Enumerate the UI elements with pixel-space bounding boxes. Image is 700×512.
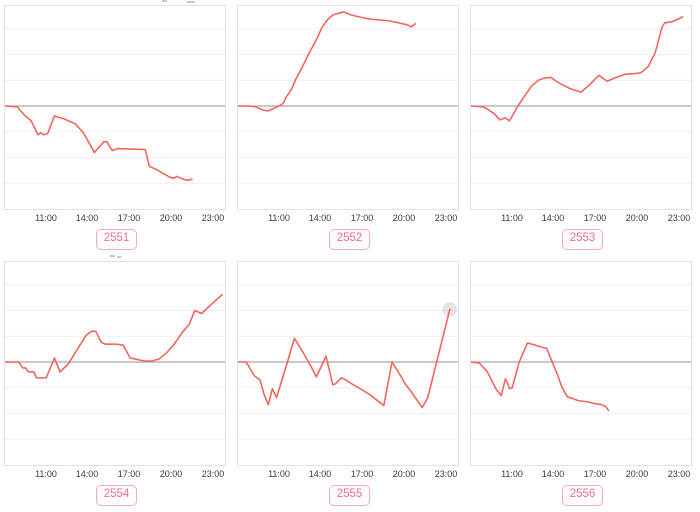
line-chart — [5, 28, 225, 184]
x-tick-label: 17:00 — [583, 213, 607, 223]
stock-code-link[interactable]: 2551 — [95, 229, 138, 250]
x-axis: 11:00 14:00 17:00 20:00 23:00 — [0, 213, 233, 225]
x-tick-label: 23:00 — [667, 469, 691, 479]
chart-cell: 11:00 14:00 17:00 20:00 23:00 2553 — [466, 0, 699, 256]
x-tick-label: 11:00 — [35, 469, 57, 479]
x-tick-label: 20:00 — [625, 469, 649, 479]
x-tick-label: 23:00 — [201, 213, 225, 223]
x-tick-label: 23:00 — [201, 469, 225, 479]
stock-code-link[interactable]: 2552 — [328, 229, 371, 250]
x-tick-label: 23:00 — [434, 213, 458, 223]
cropped-text-fragment — [117, 256, 121, 258]
code-row: 2552 — [233, 228, 466, 250]
code-row: 2553 — [466, 228, 699, 250]
x-axis: 11:00 14:00 17:00 20:00 23:00 — [233, 469, 466, 481]
x-axis: 11:00 14:00 17:00 20:00 23:00 — [233, 213, 466, 225]
code-row: 2556 — [466, 484, 699, 506]
x-tick-label: 14:00 — [75, 469, 99, 479]
x-tick-label: 14:00 — [541, 469, 565, 479]
code-row: 2551 — [0, 228, 233, 250]
line-chart — [471, 284, 691, 440]
line-chart — [238, 11, 458, 184]
x-tick-label: 17:00 — [117, 213, 141, 223]
stock-code-link[interactable]: 2555 — [328, 485, 371, 506]
chart-cell: 11:00 14:00 17:00 20:00 23:00 2556 — [466, 256, 699, 512]
x-tick-label: 11:00 — [501, 469, 523, 479]
x-tick-label: 11:00 — [268, 469, 290, 479]
x-tick-label: 20:00 — [392, 213, 416, 223]
chart-cell: 11:00 14:00 17:00 20:00 23:00 2552 — [233, 0, 466, 256]
x-tick-label: 23:00 — [434, 469, 458, 479]
x-tick-label: 11:00 — [268, 213, 290, 223]
x-tick-label: 23:00 — [667, 213, 691, 223]
code-row: 2555 — [233, 484, 466, 506]
x-tick-label: 20:00 — [159, 469, 183, 479]
x-axis: 11:00 14:00 17:00 20:00 23:00 — [466, 469, 699, 481]
x-tick-label: 14:00 — [308, 469, 332, 479]
chart-panel[interactable] — [4, 261, 226, 466]
code-row: 2554 — [0, 484, 233, 506]
stock-code-link[interactable]: 2553 — [561, 229, 604, 250]
chart-panel[interactable] — [4, 5, 226, 210]
x-tick-label: 11:00 — [35, 213, 57, 223]
chart-cell: 11:00 14:00 17:00 20:00 23:00 2555 — [233, 256, 466, 512]
cropped-text-fragment — [110, 255, 115, 257]
chart-panel[interactable] — [237, 261, 459, 466]
cropped-text-fragment — [187, 1, 195, 3]
x-tick-label: 11:00 — [501, 213, 523, 223]
x-tick-label: 17:00 — [350, 469, 374, 479]
line-chart — [471, 16, 691, 184]
chart-panel[interactable] — [470, 261, 692, 466]
x-tick-label: 14:00 — [308, 213, 332, 223]
x-tick-label: 17:00 — [583, 469, 607, 479]
stock-code-link[interactable]: 2556 — [561, 485, 604, 506]
x-tick-label: 20:00 — [392, 469, 416, 479]
chart-cell: 11:00 14:00 17:00 20:00 23:00 2554 — [0, 256, 233, 512]
chart-panel[interactable] — [237, 5, 459, 210]
x-tick-label: 14:00 — [75, 213, 99, 223]
x-tick-label: 20:00 — [159, 213, 183, 223]
x-tick-label: 20:00 — [625, 213, 649, 223]
x-tick-label: 17:00 — [350, 213, 374, 223]
x-axis: 11:00 14:00 17:00 20:00 23:00 — [0, 469, 233, 481]
cropped-text-fragment — [162, 0, 167, 2]
chart-cell: 11:00 14:00 17:00 20:00 23:00 2551 — [0, 0, 233, 256]
x-tick-label: 14:00 — [541, 213, 565, 223]
line-chart — [5, 284, 225, 440]
stock-code-link[interactable]: 2554 — [95, 485, 138, 506]
x-axis: 11:00 14:00 17:00 20:00 23:00 — [466, 213, 699, 225]
line-chart — [238, 284, 458, 440]
x-tick-label: 17:00 — [117, 469, 141, 479]
chart-panel[interactable] — [470, 5, 692, 210]
